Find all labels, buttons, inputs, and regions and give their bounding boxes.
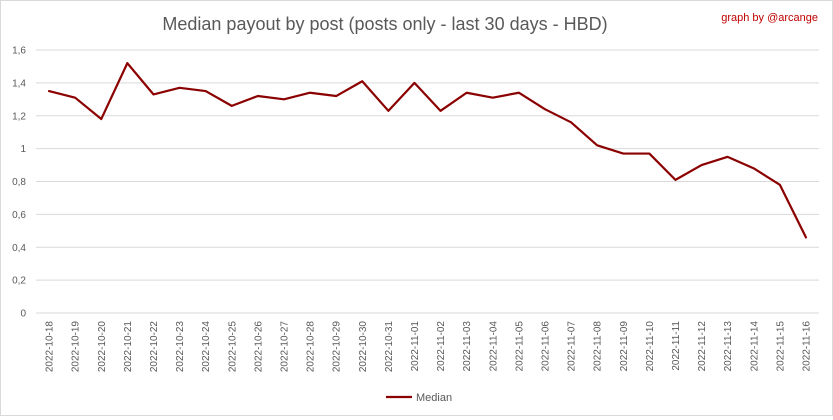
y-tick-label: 0,8 xyxy=(12,177,26,188)
credit-label: graph by @arcange xyxy=(721,12,818,24)
x-tick-label: 2022-11-03 xyxy=(462,321,473,372)
x-tick-label: 2022-11-05 xyxy=(514,321,525,372)
x-tick-label: 2022-11-09 xyxy=(619,321,630,372)
x-tick-label: 2022-10-25 xyxy=(227,321,238,373)
x-tick-label: 2022-11-10 xyxy=(645,321,656,372)
x-tick-label: 2022-11-15 xyxy=(775,321,786,372)
y-tick-label: 1,6 xyxy=(12,46,26,57)
x-tick-label: 2022-10-24 xyxy=(201,321,212,373)
x-tick-label: 2022-10-31 xyxy=(384,321,395,373)
x-tick-label: 2022-10-20 xyxy=(97,321,108,373)
y-tick-label: 0,2 xyxy=(12,276,26,287)
x-tick-label: 2022-11-02 xyxy=(436,321,447,372)
x-tick-label: 2022-10-28 xyxy=(306,321,317,373)
y-axis: 0 0,2 0,4 0,6 0,8 1 1,2 1,4 1,6 xyxy=(12,46,26,320)
x-tick-label: 2022-11-08 xyxy=(593,321,604,372)
x-tick-label: 2022-10-30 xyxy=(358,321,369,373)
x-tick-label: 2022-11-07 xyxy=(567,321,578,372)
x-tick-label: 2022-11-16 xyxy=(801,321,812,372)
gridlines xyxy=(36,50,819,313)
x-axis: 2022-10-18 2022-10-19 2022-10-20 2022-10-21… xyxy=(45,321,813,373)
x-tick-label: 2022-11-11 xyxy=(671,321,682,371)
x-tick-label: 2022-11-14 xyxy=(749,321,760,372)
y-tick-label: 1 xyxy=(20,144,26,155)
y-tick-label: 0 xyxy=(20,309,26,320)
x-tick-label: 2022-10-22 xyxy=(149,321,160,373)
x-tick-label: 2022-10-26 xyxy=(253,321,264,373)
y-tick-label: 1,2 xyxy=(12,111,26,122)
legend-label-median: Median xyxy=(416,392,452,404)
x-tick-label: 2022-10-23 xyxy=(175,321,186,373)
x-tick-label: 2022-10-27 xyxy=(279,321,290,373)
x-tick-label: 2022-11-04 xyxy=(488,321,499,372)
x-tick-label: 2022-11-06 xyxy=(540,321,551,372)
x-tick-label: 2022-10-21 xyxy=(123,321,134,373)
x-tick-label: 2022-11-01 xyxy=(410,321,421,372)
chart-title: Median payout by post (posts only - last… xyxy=(162,14,607,34)
legend: Median xyxy=(386,392,452,404)
y-tick-label: 1,4 xyxy=(12,78,26,89)
x-tick-label: 2022-11-13 xyxy=(723,321,734,372)
y-tick-label: 0,6 xyxy=(12,210,26,221)
x-tick-label: 2022-10-18 xyxy=(45,321,56,373)
y-tick-label: 0,4 xyxy=(12,243,26,254)
series-group xyxy=(49,63,806,237)
x-tick-label: 2022-11-12 xyxy=(697,321,708,372)
series-line-median xyxy=(49,63,806,237)
x-tick-label: 2022-10-19 xyxy=(71,321,82,373)
x-tick-label: 2022-10-29 xyxy=(332,321,343,373)
